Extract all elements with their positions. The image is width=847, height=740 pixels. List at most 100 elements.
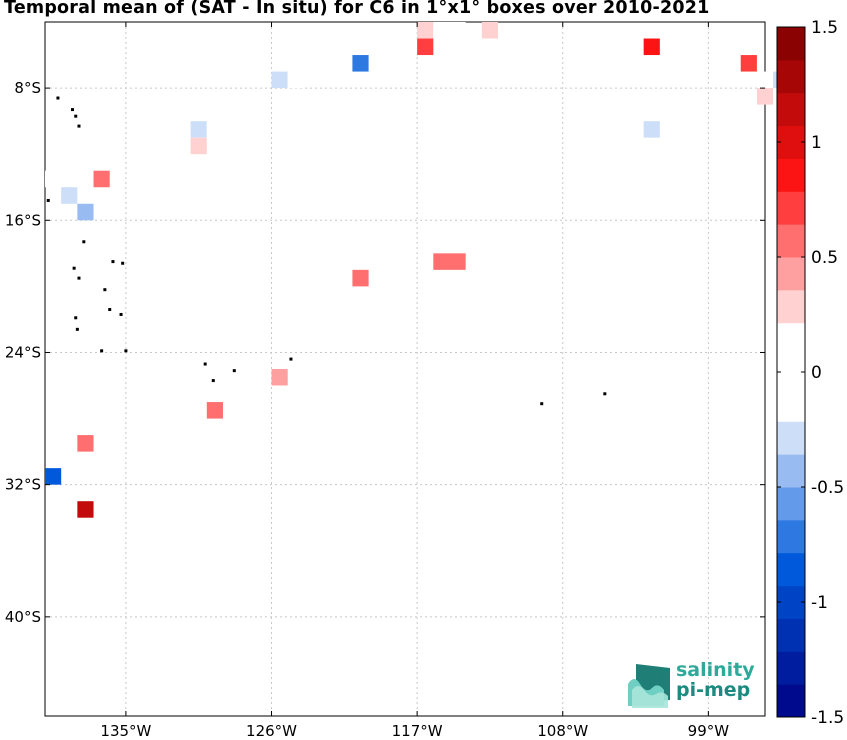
y-tick-label: 8°S — [14, 79, 41, 97]
data-box — [206, 402, 223, 419]
colorbar-level — [777, 191, 805, 225]
data-box — [368, 38, 385, 56]
colorbar-ticks: 1.5 1 0.5 0 -0.5 -1 -1.5 — [777, 18, 844, 728]
logo-line-2: pi-mep — [676, 679, 751, 701]
logo-line-1: salinity — [676, 659, 755, 681]
data-box — [400, 38, 418, 56]
data-box — [643, 170, 660, 188]
colorbar-tick-label: 0 — [811, 363, 822, 383]
colorbar-level — [777, 487, 805, 521]
colorbar-tick-label: -1 — [811, 593, 828, 613]
colorbar-level — [777, 158, 805, 192]
island — [211, 379, 215, 383]
y-tick-label: 24°S — [5, 343, 41, 361]
data-box — [271, 71, 288, 89]
data-box — [93, 154, 110, 171]
data-box — [239, 385, 256, 403]
island — [82, 240, 86, 244]
island — [232, 369, 236, 373]
data-box — [352, 269, 369, 287]
colorbar-level — [777, 257, 805, 291]
island — [111, 260, 115, 264]
x-tick-label: 108°W — [537, 722, 588, 740]
data-box — [77, 170, 94, 188]
data-box — [384, 38, 401, 56]
island — [289, 357, 293, 361]
data-box — [77, 435, 94, 452]
island — [108, 308, 112, 312]
wave-logo-icon — [628, 664, 670, 708]
colorbar-level — [777, 125, 805, 159]
data-box — [271, 369, 288, 386]
logo-text: salinity pi-mep — [676, 660, 755, 700]
colorbar-level — [777, 388, 805, 422]
data-box — [756, 71, 774, 89]
island — [603, 392, 607, 396]
colorbar-level — [777, 585, 805, 619]
island — [119, 312, 123, 316]
island — [103, 288, 107, 292]
island — [100, 349, 104, 353]
gridlines — [45, 22, 765, 716]
colorbar-tick-label: -0.5 — [811, 478, 844, 498]
colorbar-level — [777, 27, 805, 61]
y-tick-label: 32°S — [5, 476, 41, 494]
colorbar-level — [777, 224, 805, 258]
data-box — [206, 121, 223, 138]
colorbar-level — [777, 618, 805, 652]
colorbar-level — [777, 59, 805, 94]
colorbar-level — [777, 684, 805, 718]
island — [540, 402, 544, 406]
x-tick-label: 117°W — [392, 722, 443, 740]
island — [75, 327, 79, 331]
island — [71, 108, 75, 112]
island — [77, 124, 81, 128]
x-tick-label: 135°W — [100, 722, 151, 740]
colorbar-level — [777, 355, 805, 389]
colorbar-level — [777, 651, 805, 685]
data-box — [417, 38, 434, 56]
colorbar-level — [777, 454, 805, 488]
data-box — [643, 121, 660, 138]
colorbar-tick-label: -1.5 — [811, 708, 844, 728]
page-title: Temporal mean of (SAT - In situ) for C6 … — [4, 0, 710, 18]
y-tick-label: 40°S — [5, 608, 41, 626]
island — [72, 266, 76, 270]
island — [203, 362, 207, 366]
colorbar-level — [777, 552, 805, 587]
data-box — [449, 22, 466, 39]
data-box — [449, 253, 466, 270]
data-box — [45, 468, 62, 485]
data-box — [417, 22, 434, 39]
colorbar-tick-label: 1 — [811, 133, 822, 153]
data-box — [433, 22, 450, 39]
x-tick-label: 126°W — [246, 722, 297, 740]
island — [121, 261, 125, 265]
data-box — [93, 170, 110, 188]
colorbar-level — [777, 519, 805, 554]
data-box — [481, 22, 499, 39]
data-box — [190, 121, 207, 138]
data-box — [45, 170, 62, 188]
salinity-pimep-logo: salinity pi-mep — [626, 660, 766, 710]
colorbar-level — [777, 92, 805, 127]
island — [74, 316, 78, 320]
x-axis-ticks: 135°W 126°W 117°W 108°W 99°W — [100, 22, 729, 740]
data-box — [481, 137, 499, 155]
data-box — [352, 55, 369, 72]
island — [77, 276, 81, 280]
island — [56, 96, 60, 100]
data-box — [142, 435, 159, 452]
data-box — [61, 170, 78, 188]
colorbar-level — [777, 322, 805, 357]
islands — [46, 96, 607, 406]
colorbar-level — [777, 289, 805, 324]
data-box — [77, 203, 94, 221]
data-box — [190, 137, 207, 155]
data-box — [433, 253, 450, 270]
island — [46, 198, 50, 202]
data-box — [61, 187, 78, 204]
island — [74, 114, 78, 118]
data-box — [287, 71, 304, 89]
